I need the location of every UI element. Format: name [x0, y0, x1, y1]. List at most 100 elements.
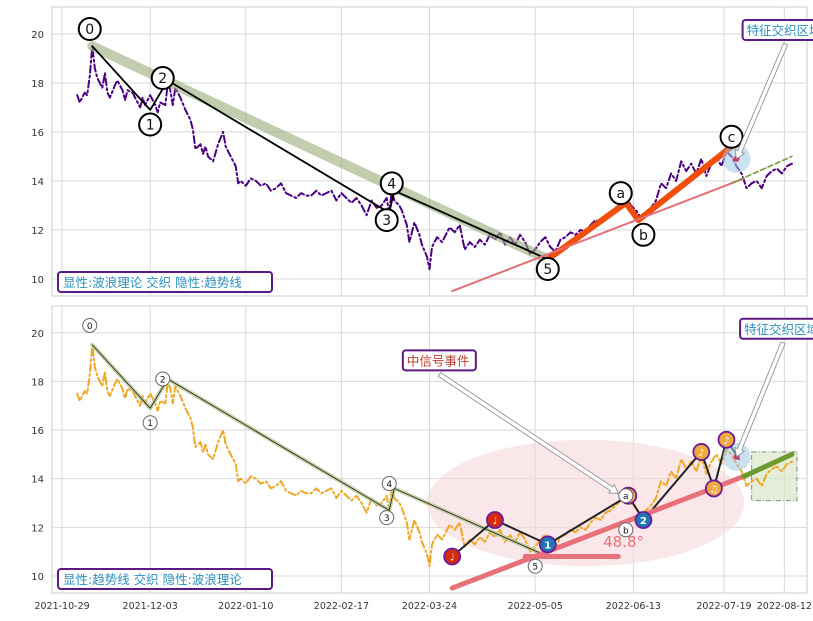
plot-content: ♩♩1♩2♪♫♪ [52, 306, 807, 593]
wave-label-circle [138, 112, 163, 137]
wave-label-circle [527, 558, 543, 574]
wave-label: 5 [543, 262, 552, 278]
wave-label: 0 [87, 322, 93, 332]
wave-label: 1 [146, 118, 155, 134]
y-tick-label: 16 [31, 128, 44, 139]
wave-label: b [623, 526, 629, 536]
wave-label-circle [631, 222, 656, 247]
trend-projection-line [741, 451, 795, 479]
x-tick-label: 2022-01-10 [218, 601, 273, 612]
x-tick-label: 2022-07-19 [696, 601, 751, 612]
y-tick-label: 10 [31, 275, 44, 286]
upper-panel: 101214161820012345abc特征交织区域显性:波浪理论 交织 隐性… [31, 6, 813, 297]
wave-label-circle [379, 171, 404, 196]
wave-label: 5 [532, 563, 538, 573]
signal-marker-label: 1 [544, 540, 551, 551]
wave-label-circle [155, 371, 171, 387]
annotation-box [401, 349, 477, 372]
wave-label-circle [82, 317, 98, 333]
wave-label: 2 [158, 71, 167, 87]
wave-abc-line [544, 143, 735, 263]
signal-marker-label: ♩ [450, 553, 455, 564]
legend-note-text: 显性:趋势线 交织 隐性:波浪理论 [63, 572, 242, 587]
wave-label: 4 [387, 176, 396, 192]
signal-marker-label: ♫ [709, 484, 718, 495]
projection-box [751, 451, 798, 502]
signal-marker [704, 479, 723, 498]
wave-label: 3 [382, 213, 391, 229]
y-tick-label: 20 [31, 30, 44, 41]
signal-marker [538, 535, 557, 554]
wave-label: b [639, 228, 648, 244]
annotation-arrow [734, 341, 786, 458]
y-tick-label: 14 [31, 475, 44, 486]
x-tick-label: 2022-02-17 [314, 601, 369, 612]
shared-x-axis: 2021-10-29 2021-12-03 2022-01-10 2022-02-17… [34, 601, 812, 612]
y-tick-label: 12 [31, 523, 44, 534]
annotation-text: 中信号事件 [407, 353, 470, 368]
x-tick-label: 2022-03-24 [402, 601, 457, 612]
wave-label-circle [150, 66, 175, 91]
wave-label: 2 [160, 375, 166, 385]
wave-label-circle [618, 488, 634, 504]
annotation-text: 特征交织区域 [747, 23, 813, 38]
y-tick-label: 14 [31, 177, 44, 188]
wave-label-circle [535, 257, 560, 282]
y-tick-label: 18 [31, 79, 44, 90]
wave-label-circle [608, 181, 633, 206]
signal-marker [692, 443, 711, 461]
signal-marker [634, 511, 653, 529]
wave-label: c [728, 130, 736, 146]
wave-label-circle [374, 208, 399, 233]
y-tick-label: 16 [31, 426, 44, 437]
wave-line-thin [92, 344, 548, 557]
signal-marker-label: ♪ [723, 436, 729, 447]
x-tick-label: 2021-10-29 [34, 601, 89, 612]
signal-zone-ellipse [426, 439, 745, 567]
wave-label: 3 [384, 514, 390, 524]
x-tick-label: 2022-06-13 [606, 601, 661, 612]
annotation-arrow [437, 371, 619, 494]
annotation-arrow [734, 42, 789, 160]
wave-label-circle [719, 124, 744, 149]
annotation-box [739, 317, 813, 340]
legend-note-text: 显性:波浪理论 交织 隐性:趋势线 [63, 275, 242, 290]
wave-label: 1 [147, 419, 153, 429]
y-tick-label: 20 [31, 329, 44, 340]
wave-label-circle [618, 522, 634, 538]
wave-label: a [623, 492, 629, 502]
wave-label-circle [142, 415, 158, 431]
signal-marker-label: ♩ [493, 516, 498, 527]
trend-line [449, 473, 747, 591]
angle-label: 48.8° [603, 533, 644, 551]
wave-label-circle [381, 476, 397, 492]
lower-panel: ♩♩1♩2♪♫♪101214161820012345ab特征交织区域中信号事件显… [31, 305, 813, 594]
signal-marker [443, 547, 462, 566]
signal-marker-label: ♪ [698, 448, 704, 459]
price-series-line [76, 343, 793, 568]
y-tick-label: 18 [31, 377, 44, 388]
wave-label: 4 [386, 480, 392, 490]
x-tick-label: 2022-05-05 [508, 601, 563, 612]
signal-marker [486, 511, 504, 529]
signal-marker [717, 430, 736, 449]
x-tick-label: 2021-12-03 [123, 601, 178, 612]
trend-extension-line [730, 155, 793, 185]
y-tick-label: 10 [31, 572, 44, 583]
legend-note-box [57, 568, 273, 590]
wave-label: a [616, 186, 625, 202]
x-tick-label: 2022-08-12 [757, 601, 812, 612]
trend-line [451, 177, 746, 293]
signal-marker-label: 2 [640, 516, 647, 527]
annotation-text: 特征交织区域 [744, 322, 813, 337]
legend-note-box [57, 271, 273, 293]
wave-label-circle [77, 17, 102, 42]
wave-label: 0 [85, 22, 94, 38]
wave-label-circle [379, 510, 395, 526]
price-series-line [76, 45, 793, 271]
wave-line [91, 45, 549, 261]
y-tick-label: 12 [31, 226, 44, 237]
annotation-box [741, 18, 813, 41]
